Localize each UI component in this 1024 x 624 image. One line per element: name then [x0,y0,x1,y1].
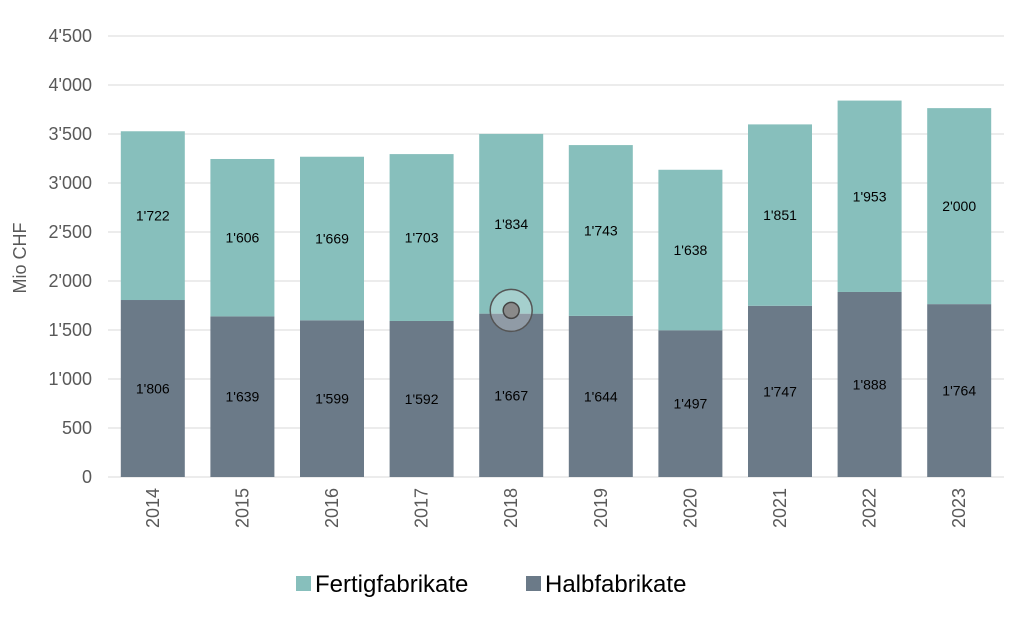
y-tick-label: 4'500 [49,26,92,46]
x-tick-label: 2022 [860,488,880,528]
marker-dot [502,301,520,320]
bar-fertigfabrikate-2017 [389,154,454,321]
x-tick-label: 2023 [949,488,969,528]
data-labels: 1'806 1'722 1'639 1'606 1'599 1'669 1'592 1'703… [136,188,976,411]
x-tick-label: 2015 [232,488,252,528]
y-axis-title: Mio CHF [10,222,30,293]
x-tick-label: 2020 [680,488,700,528]
data-label-fertigfabrikate-2014: 1'722 [136,208,170,224]
data-label-fertigfabrikate-2017: 1'703 [405,230,439,246]
legend: Fertigfabrikate Halbfabrikate [296,571,686,598]
legend-label-fertigfabrikate: Fertigfabrikate [315,571,468,598]
x-axis-ticks: 2014 2015 2016 2017 2018 2019 2020 2021 2022 2023 [143,488,969,528]
data-label-halbfabrikate-2022: 1'888 [853,376,887,392]
bar-fertigfabrikate-2019 [568,145,633,316]
bar-fertigfabrikate-2023 [927,108,992,305]
y-tick-label: 3'500 [49,124,92,144]
y-tick-label: 2'000 [49,271,92,291]
data-label-fertigfabrikate-2018: 1'834 [494,216,528,232]
bar-halbfabrikate-2016 [300,320,364,477]
bar-fertigfabrikate-2016 [300,156,364,321]
data-label-fertigfabrikate-2015: 1'606 [225,230,259,246]
data-label-halbfabrikate-2019: 1'644 [584,388,618,404]
bar-halbfabrikate-2021 [748,305,812,477]
bar-fertigfabrikate-2018 [479,133,544,314]
bar-halbfabrikate-2014 [120,300,185,477]
y-tick-label: 1'500 [49,320,92,340]
bar-fertigfabrikate-2014 [120,131,185,301]
x-tick-label: 2018 [501,488,521,528]
data-label-halbfabrikate-2014: 1'806 [136,381,170,397]
data-label-halbfabrikate-2016: 1'599 [315,391,349,407]
x-tick-label: 2016 [322,488,342,528]
y-tick-label: 4'000 [49,75,92,95]
y-tick-label: 500 [62,418,92,438]
data-label-halbfabrikate-2021: 1'747 [763,383,797,399]
y-tick-label: 1'000 [49,369,92,389]
bar-fertigfabrikate-2021 [748,124,812,306]
data-label-fertigfabrikate-2019: 1'743 [584,222,618,238]
bar-halbfabrikate-2017 [389,320,454,477]
legend-label-halbfabrikate: Halbfabrikate [545,571,686,598]
x-tick-label: 2014 [143,488,163,528]
bar-halbfabrikate-2019 [568,315,633,477]
y-tick-label: 3'000 [49,173,92,193]
bar-halbfabrikate-2018 [479,313,544,477]
bars [120,100,992,477]
bar-halbfabrikate-2022 [837,291,902,477]
data-label-halbfabrikate-2017: 1'592 [405,391,439,407]
x-tick-label: 2017 [412,488,432,528]
legend-swatch-fertigfabrikate [296,576,311,591]
y-tick-label: 2'500 [49,222,92,242]
bar-fertigfabrikate-2020 [658,169,723,331]
data-label-halbfabrikate-2020: 1'497 [673,396,707,412]
data-label-fertigfabrikate-2020: 1'638 [673,242,707,258]
bar-halbfabrikate-2023 [927,304,992,477]
data-label-halbfabrikate-2023: 1'764 [942,383,976,399]
data-label-halbfabrikate-2018: 1'667 [494,387,528,403]
data-label-halbfabrikate-2015: 1'639 [225,389,259,405]
bar-fertigfabrikate-2015 [210,158,275,317]
cursor-marker [489,288,533,333]
data-label-fertigfabrikate-2021: 1'851 [763,207,797,223]
x-tick-label: 2019 [591,488,611,528]
bar-halbfabrikate-2020 [658,330,723,477]
x-tick-label: 2021 [770,488,790,528]
legend-swatch-halbfabrikate [526,576,541,591]
y-tick-label: 0 [82,467,92,487]
data-label-fertigfabrikate-2016: 1'669 [315,231,349,247]
bar-halbfabrikate-2015 [210,316,275,477]
y-axis-ticks: 0 500 1'000 1'500 2'000 2'500 3'000 3'500 4'000 4… [49,26,92,487]
data-label-fertigfabrikate-2022: 1'953 [853,188,887,204]
data-label-fertigfabrikate-2023: 2'000 [942,198,976,214]
bar-fertigfabrikate-2022 [837,100,902,292]
